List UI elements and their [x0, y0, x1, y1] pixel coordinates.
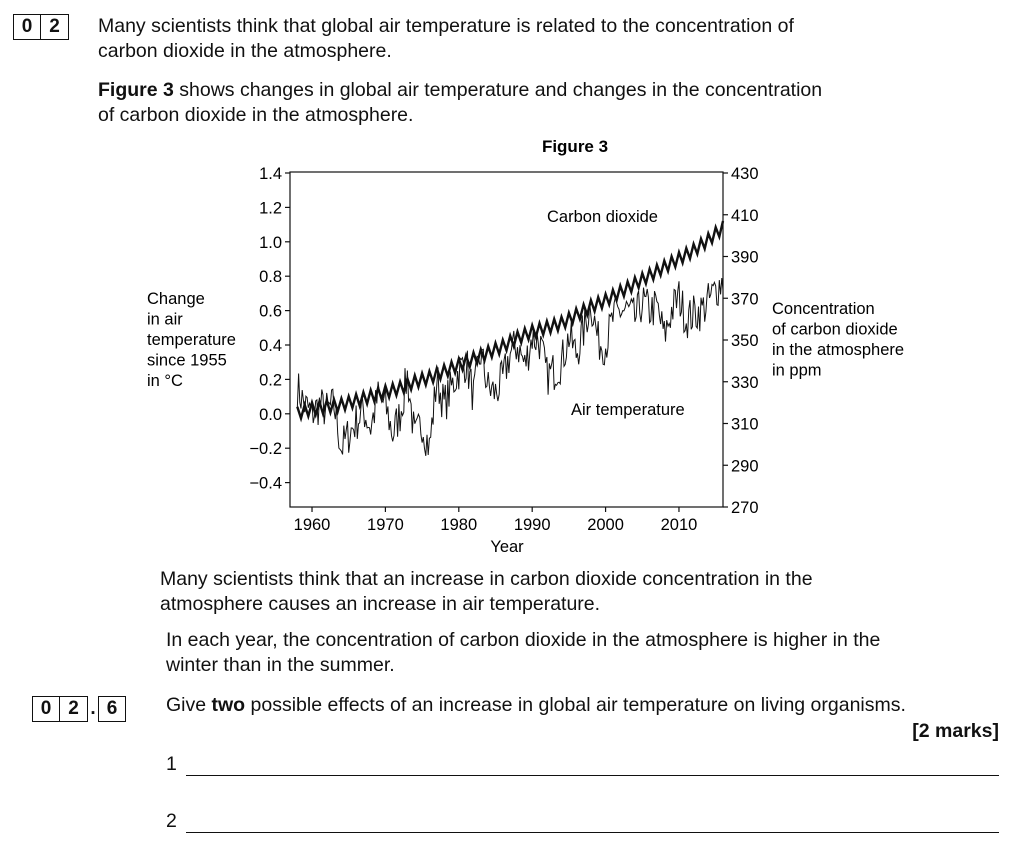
right-tick-label: 310: [731, 416, 759, 434]
left-axis-label: Change in air temperature since 1955 in °C: [147, 290, 236, 390]
left-axis-label-line: since 1955: [147, 352, 227, 370]
x-tick-label: 2000: [587, 516, 624, 534]
intro-line: carbon dioxide in the atmosphere.: [98, 40, 392, 62]
figure-intro-text: shows changes in global air temperature …: [173, 79, 823, 101]
left-tick-label: −0.4: [249, 475, 282, 493]
right-axis: 430 410 390 370 350 330 310 290 270: [723, 165, 759, 517]
left-tick-label: 0.0: [259, 406, 282, 424]
left-tick-label: −0.2: [249, 440, 282, 458]
left-tick-label: 1.2: [259, 199, 282, 217]
co2-series-line: [296, 220, 725, 423]
x-tick-label: 1980: [440, 516, 477, 534]
prompt-text: possible effects of an increase in globa…: [245, 694, 906, 716]
left-axis-label-line: in °C: [147, 372, 183, 390]
temperature-series-label: Air temperature: [571, 401, 685, 419]
left-tick-label: 0.2: [259, 371, 282, 389]
subquestion-number-box: 0 2 . 6: [32, 696, 126, 722]
figure-intro-line: of carbon dioxide in the atmosphere.: [98, 104, 414, 126]
right-axis-label-line: in the atmosphere: [772, 341, 904, 359]
x-axis-label: Year: [490, 538, 524, 556]
prompt-emphasis: two: [211, 694, 246, 716]
right-axis-label: Concentration of carbon dioxide in the atm…: [772, 300, 904, 380]
question-intro: Many scientists think that global air te…: [98, 14, 998, 64]
subquestion-prompt: Give two possible effects of an increase…: [166, 693, 1006, 718]
statement-line: winter than in the summer.: [166, 654, 395, 676]
series-layer: [296, 220, 725, 456]
marks-label: [2 marks]: [912, 720, 999, 742]
plot-frame: [289, 171, 724, 508]
right-tick-label: 390: [731, 249, 759, 267]
subquestion-digit: 2: [60, 696, 88, 722]
temperature-series-line: [296, 277, 724, 456]
statement-line: In each year, the concentration of carbo…: [166, 629, 881, 651]
prompt-text: Give: [166, 694, 212, 716]
right-tick-label: 430: [731, 165, 759, 183]
x-tick-label: 2010: [661, 516, 698, 534]
left-axis-label-line: in air: [147, 311, 183, 329]
statement-line: atmosphere causes an increase in air tem…: [160, 593, 601, 615]
answer-line-2[interactable]: [186, 832, 999, 833]
left-tick-label: 0.6: [259, 303, 282, 321]
left-axis-label-line: Change: [147, 290, 205, 308]
figure-3-chart: Figure 3 Change in air temperature since 19…: [147, 137, 904, 556]
right-tick-label: 370: [731, 290, 759, 308]
statement-block-2: In each year, the concentration of carbo…: [166, 628, 1006, 678]
subquestion-part: 6: [98, 696, 126, 722]
right-axis-label-line: of carbon dioxide: [772, 321, 898, 339]
x-tick-label: 1990: [514, 516, 551, 534]
answer-label-1: 1: [166, 753, 177, 775]
figure-intro: Figure 3 shows changes in global air tem…: [98, 78, 998, 128]
right-tick-label: 410: [731, 207, 759, 225]
right-tick-label: 350: [731, 332, 759, 350]
question-number-box: 0 2: [13, 14, 69, 40]
x-tick-label: 1960: [294, 516, 331, 534]
left-axis-label-line: temperature: [147, 331, 236, 349]
left-tick-label: 1.4: [259, 165, 282, 183]
answer-line-1[interactable]: [186, 775, 999, 776]
right-tick-label: 270: [731, 499, 759, 517]
left-tick-label: 1.0: [259, 234, 282, 252]
chart-title: Figure 3: [542, 137, 608, 156]
left-axis: 1.4 1.2 1.0 0.8 0.6 0.4 0.2 0.0 −0.2 −0.4: [249, 165, 290, 493]
right-tick-label: 330: [731, 374, 759, 392]
intro-line: Many scientists think that global air te…: [98, 15, 794, 37]
statement-line: Many scientists think that an increase i…: [160, 568, 813, 590]
statement-block-1: Many scientists think that an increase i…: [160, 567, 1000, 617]
answer-label-2: 2: [166, 810, 177, 832]
right-axis-label-line: Concentration: [772, 300, 875, 318]
x-tick-label: 1970: [367, 516, 404, 534]
figure-reference: Figure 3: [98, 79, 174, 101]
subquestion-separator: .: [90, 698, 96, 719]
co2-series-label: Carbon dioxide: [547, 208, 658, 226]
right-tick-label: 290: [731, 457, 759, 475]
subquestion-digit: 0: [32, 696, 60, 722]
question-number-digit: 0: [13, 14, 41, 40]
question-number-digit: 2: [41, 14, 69, 40]
x-axis: 1960 1970 1980 1990 2000 2010: [294, 507, 698, 534]
figure-intro-line: Figure 3 shows changes in global air tem…: [98, 78, 998, 103]
right-axis-label-line: in ppm: [772, 362, 822, 380]
left-tick-label: 0.8: [259, 268, 282, 286]
left-tick-label: 0.4: [259, 337, 282, 355]
